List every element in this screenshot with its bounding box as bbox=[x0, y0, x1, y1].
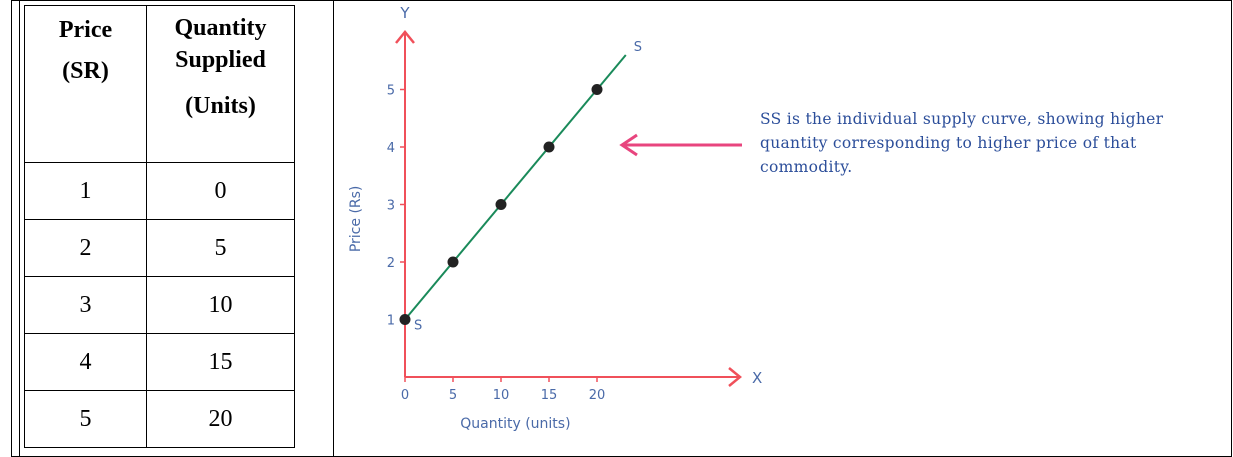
data-point bbox=[447, 256, 459, 268]
x-tick-label: 20 bbox=[589, 388, 606, 403]
left-divider bbox=[19, 0, 20, 457]
price-cell: 1 bbox=[24, 162, 147, 220]
x-axis-arrowhead bbox=[728, 367, 742, 387]
curve-annotation: SS is the individual supply curve, showi… bbox=[760, 110, 1164, 176]
price-header-line-2: (SR) bbox=[62, 58, 109, 84]
quantity-cell: 0 bbox=[146, 162, 295, 220]
table-header-row: Price (SR) Quantity Supplied (Units) bbox=[24, 5, 295, 163]
quantity-cell: 10 bbox=[146, 276, 295, 334]
data-point bbox=[495, 199, 507, 210]
quantity-header-line-1: Quantity bbox=[174, 15, 267, 41]
quantity-cell: 5 bbox=[146, 219, 295, 277]
data-point bbox=[399, 314, 411, 325]
price-cell: 2 bbox=[24, 219, 147, 277]
supply-schedule-table: Price (SR) Quantity Supplied (Units) 1 0… bbox=[24, 5, 295, 448]
supply-curve-line bbox=[404, 54, 627, 321]
y-axis-letter: Y bbox=[399, 4, 410, 22]
x-tick-label: 5 bbox=[449, 388, 457, 403]
price-header: Price (SR) bbox=[24, 5, 147, 163]
data-point bbox=[591, 84, 603, 95]
table-row: 1 0 bbox=[24, 162, 295, 220]
table-row: 5 20 bbox=[24, 390, 295, 448]
y-tick-label: 1 bbox=[387, 314, 395, 329]
table-row: 4 15 bbox=[24, 333, 295, 391]
data-point bbox=[543, 141, 555, 153]
x-tick-label: 15 bbox=[541, 388, 558, 403]
y-tick-label: 5 bbox=[387, 84, 395, 99]
quantity-header: Quantity Supplied (Units) bbox=[146, 5, 295, 163]
quantity-cell: 20 bbox=[146, 390, 295, 448]
annotation-arrow-head bbox=[619, 133, 638, 157]
y-tick-label: 2 bbox=[387, 256, 395, 271]
x-tick-label: 10 bbox=[493, 388, 510, 403]
price-cell: 5 bbox=[24, 390, 147, 448]
y-axis-title: Price (Rs) bbox=[348, 186, 364, 253]
quantity-header-line-2: Supplied bbox=[175, 47, 266, 73]
price-cell: 3 bbox=[24, 276, 147, 334]
price-header-line-1: Price bbox=[58, 17, 113, 43]
curve-label-start: S bbox=[414, 319, 422, 334]
price-cell: 4 bbox=[24, 333, 147, 391]
y-tick-label: 4 bbox=[387, 141, 395, 156]
quantity-header-line-3: (Units) bbox=[185, 93, 256, 119]
x-axis-letter: X bbox=[752, 369, 762, 387]
y-axis-arrowhead bbox=[395, 30, 415, 44]
x-axis-title: Quantity (units) bbox=[460, 416, 570, 432]
table-row: 3 10 bbox=[24, 276, 295, 334]
y-tick-label: 3 bbox=[387, 199, 395, 214]
quantity-cell: 15 bbox=[146, 333, 295, 391]
table-row: 2 5 bbox=[24, 219, 295, 277]
curve-label-end: S bbox=[634, 40, 642, 55]
middle-divider bbox=[333, 0, 334, 457]
x-tick-label: 0 bbox=[401, 388, 409, 403]
